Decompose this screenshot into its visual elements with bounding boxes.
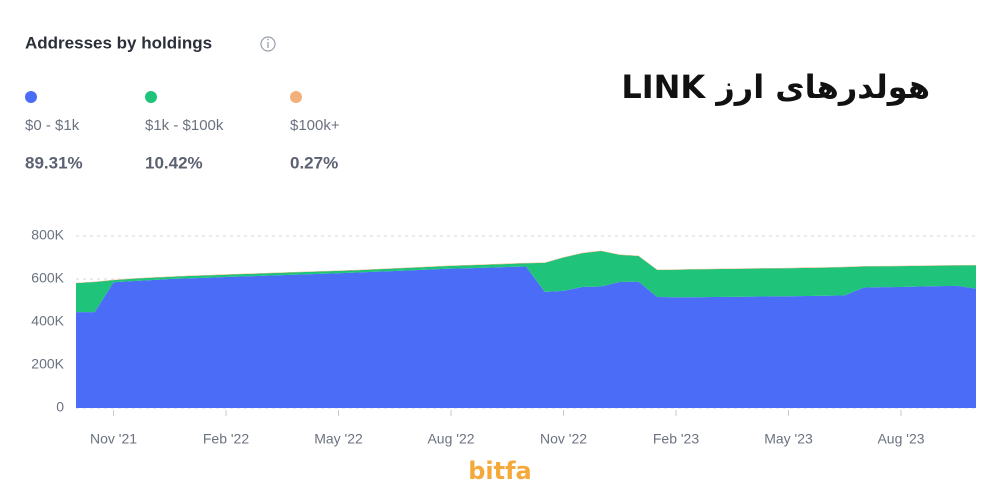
y-tick-label: 200K [31,356,64,372]
legend-label: $1k - $100k [145,117,224,134]
area [76,251,976,313]
x-tick-label: Feb '22 [203,431,249,447]
x-tick-label: Feb '23 [653,431,699,447]
legend-label: $0 - $1k [25,117,80,134]
info-circle[interactable] [260,36,276,52]
x-tick-label: May '22 [314,431,363,447]
legend-share: 0.27% [290,153,338,172]
legend-share: 89.31% [25,153,83,172]
y-tick-label: 0 [56,399,64,415]
y-tick-label: 600K [31,270,64,286]
x-tick-label: Aug '23 [877,431,924,447]
info-dot[interactable] [267,38,269,41]
chart-title: Addresses by holdings [25,33,212,52]
watermark: bitfa [468,457,532,485]
x-tick-label: Aug '22 [427,431,474,447]
x-tick-label: Nov '21 [90,431,137,447]
x-tick-label: Nov '22 [540,431,587,447]
info-icon[interactable] [260,36,276,52]
legend-dot [290,91,302,103]
legend-dot [25,91,37,103]
legend-dot [145,91,157,103]
x-tick-label: May '23 [764,431,813,447]
overlay-title: هولدرهای ارز LINK [621,68,930,106]
area [76,266,976,408]
y-tick-label: 800K [31,227,64,243]
y-tick-label: 400K [31,313,64,329]
legend-label: $100k+ [290,117,340,134]
legend-share: 10.42% [145,153,203,172]
